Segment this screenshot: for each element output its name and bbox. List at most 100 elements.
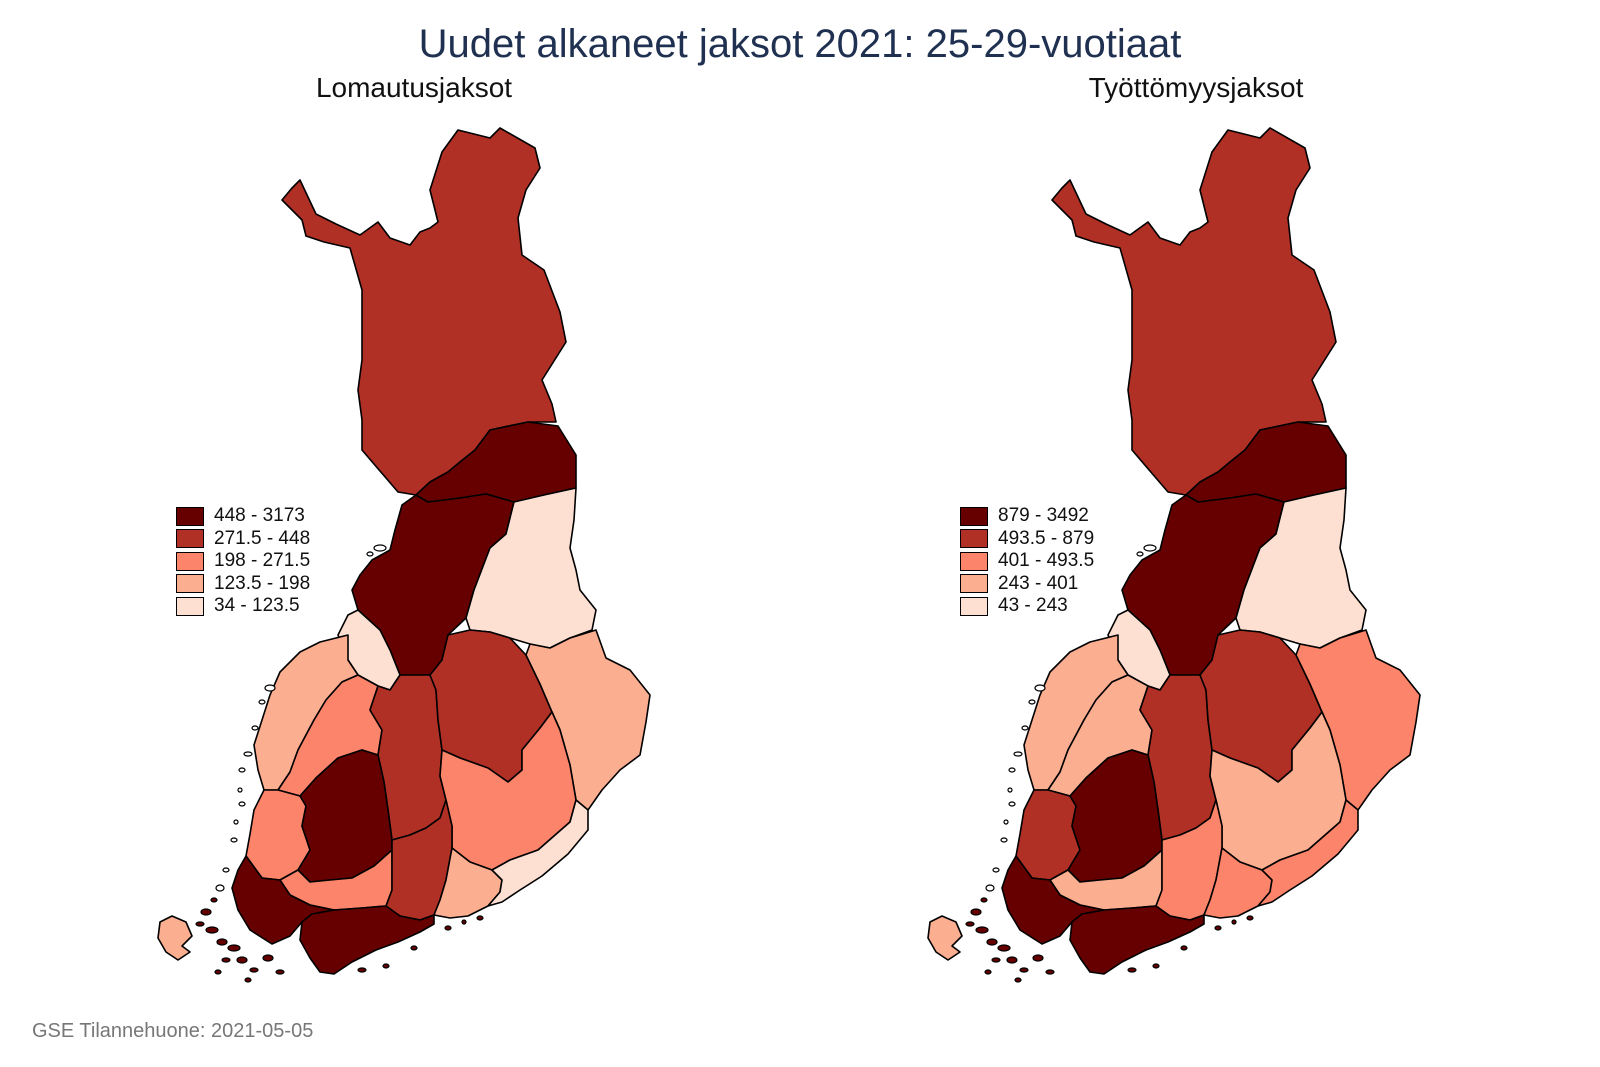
legend-item: 123.5 - 198 [176, 573, 310, 596]
island [1152, 963, 1160, 969]
island [222, 867, 230, 873]
region-ahvenanmaa [927, 915, 963, 961]
island [233, 819, 239, 825]
region-etela-karjala [487, 799, 589, 907]
legend-item: 879 - 3492 [960, 505, 1094, 528]
island [444, 925, 452, 931]
left-map [157, 127, 651, 983]
island [237, 787, 243, 793]
island [238, 767, 246, 773]
island [975, 926, 989, 934]
legend-label: 879 - 3492 [998, 505, 1089, 527]
legend-label: 271.5 - 448 [214, 527, 311, 549]
island [985, 884, 995, 892]
page-title: Uudet alkaneet jaksot 2021: 25-29-vuotia… [418, 22, 1182, 66]
island [1231, 919, 1237, 925]
island [986, 938, 998, 946]
legend-label: 198 - 271.5 [214, 550, 311, 572]
legend-swatch [960, 551, 988, 571]
island [1000, 837, 1008, 843]
right-map-subtitle: Työttömyysjaksot [1088, 72, 1304, 103]
island [1008, 801, 1016, 807]
island [1032, 954, 1044, 962]
legend-swatch [176, 529, 204, 549]
region-uusimaa [299, 905, 435, 975]
island [1014, 977, 1022, 983]
island [965, 921, 975, 927]
island [236, 956, 248, 964]
island [984, 969, 992, 975]
region-lappi [281, 127, 567, 496]
legend-label: 34 - 123.5 [214, 595, 300, 617]
island [382, 963, 390, 969]
island [373, 544, 387, 552]
island [1013, 751, 1023, 757]
island [980, 897, 988, 903]
legend-item: 43 - 243 [960, 595, 1094, 618]
island [251, 725, 259, 731]
right-map-legend: 879 - 3492 493.5 - 879 401 - 493.5 243 -… [960, 505, 1094, 618]
island [1127, 967, 1137, 973]
legend-item: 243 - 401 [960, 573, 1094, 596]
legend-swatch [176, 506, 204, 526]
island [1021, 725, 1029, 731]
island [216, 938, 228, 946]
legend-label: 123.5 - 198 [214, 572, 311, 594]
island [1003, 819, 1009, 825]
island [205, 926, 219, 934]
island [970, 908, 982, 916]
region-kymenlaakso [1203, 847, 1273, 919]
island [366, 551, 374, 557]
island [1006, 956, 1018, 964]
legend-swatch [960, 596, 988, 616]
legend-label: 43 - 243 [998, 595, 1068, 617]
island [243, 751, 253, 757]
island [1007, 787, 1013, 793]
island [991, 957, 1001, 963]
region-etela-karjala [1257, 799, 1359, 907]
island [476, 915, 484, 921]
legend-swatch [960, 529, 988, 549]
region-ahvenanmaa [157, 915, 193, 961]
source-footer: GSE Tilannehuone: 2021-05-05 [32, 1020, 314, 1042]
island [244, 977, 252, 983]
legend-item: 34 - 123.5 [176, 595, 310, 618]
legend-swatch [176, 574, 204, 594]
island [410, 945, 418, 951]
legend-swatch [176, 551, 204, 571]
island [1045, 969, 1055, 975]
island [461, 919, 467, 925]
island [227, 944, 241, 952]
legend-item: 198 - 271.5 [176, 550, 310, 573]
island [230, 837, 238, 843]
island [1180, 945, 1188, 951]
island [195, 921, 205, 927]
left-map-subtitle: Lomautusjaksot [315, 72, 513, 103]
island [1214, 925, 1222, 931]
island [1136, 551, 1144, 557]
region-uusimaa [1069, 905, 1205, 975]
legend-label: 493.5 - 879 [998, 527, 1095, 549]
island [258, 699, 266, 705]
legend-label: 448 - 3173 [214, 505, 305, 527]
island [221, 957, 231, 963]
region-lappi [1051, 127, 1337, 496]
region-kymenlaakso [433, 847, 503, 919]
legend-item: 448 - 3173 [176, 505, 310, 528]
island [997, 944, 1011, 952]
island [214, 969, 222, 975]
right-map [927, 127, 1421, 983]
island [275, 969, 285, 975]
legend-swatch [960, 506, 988, 526]
island [264, 684, 276, 692]
legend-item: 401 - 493.5 [960, 550, 1094, 573]
left-map-legend: 448 - 3173 271.5 - 448 198 - 271.5 123.5… [176, 505, 310, 618]
island [262, 954, 274, 962]
island [357, 967, 367, 973]
island [992, 867, 1000, 873]
legend-label: 243 - 401 [998, 572, 1079, 594]
island [1019, 967, 1029, 973]
island [1143, 544, 1157, 552]
legend-swatch [176, 596, 204, 616]
island [200, 908, 212, 916]
